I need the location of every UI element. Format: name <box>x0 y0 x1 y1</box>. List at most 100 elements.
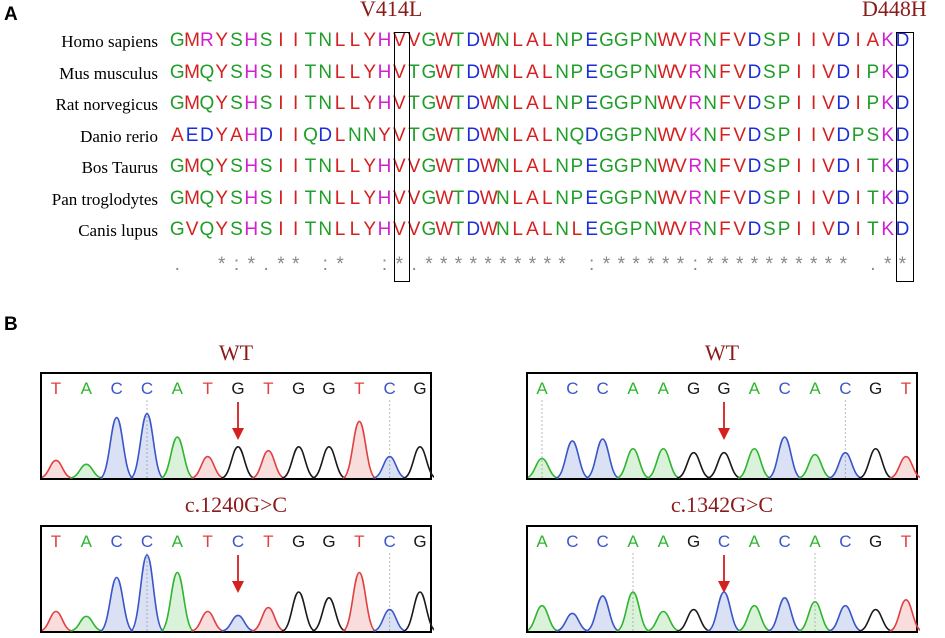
trace-peak <box>555 612 590 632</box>
trace-peak <box>402 591 434 632</box>
residue: H <box>244 219 259 240</box>
residue: P <box>629 30 643 51</box>
trace-peak <box>42 459 73 479</box>
residue: D <box>466 93 481 114</box>
conservation-mark: * <box>780 254 788 275</box>
residue: R <box>688 93 703 114</box>
residue: L <box>512 61 523 83</box>
residue: N <box>318 156 333 177</box>
residue: A <box>526 219 539 240</box>
residue: I <box>796 124 802 146</box>
residue: V <box>822 93 835 114</box>
residue: N <box>703 156 717 177</box>
residue: L <box>542 156 553 177</box>
residue: G <box>599 30 614 51</box>
base-call: G <box>717 379 730 398</box>
residue: D <box>466 187 481 209</box>
residue: N <box>555 187 569 209</box>
residue: T <box>867 187 879 209</box>
conservation-mark: * <box>617 254 625 275</box>
residue: Q <box>303 124 318 146</box>
residue: N <box>644 219 658 240</box>
residue: R <box>688 156 703 177</box>
residue: V <box>407 156 421 177</box>
mutation-arrow-icon <box>232 428 244 440</box>
residue: V <box>822 187 835 209</box>
trace-peak <box>798 453 832 479</box>
conservation-mark: * <box>425 254 433 275</box>
residue: D <box>584 124 599 146</box>
residue: V <box>822 61 835 83</box>
base-call: T <box>263 532 273 551</box>
residue: I <box>293 30 299 51</box>
residue: T <box>452 219 465 240</box>
residue: L <box>512 219 523 240</box>
trace-peak <box>372 455 407 479</box>
residue: G <box>169 219 185 240</box>
conservation-mark: * <box>469 254 477 275</box>
residue: V <box>407 219 421 240</box>
base-call: C <box>597 379 609 398</box>
residue: I <box>855 61 861 83</box>
base-call: C <box>384 532 396 551</box>
residue: M <box>184 187 200 209</box>
residue: T <box>304 93 317 114</box>
conservation-mark: : <box>692 254 698 275</box>
residue: G <box>421 93 437 114</box>
conservation-mark: * <box>217 254 226 275</box>
base-call: T <box>202 379 212 398</box>
residue: L <box>542 61 553 83</box>
trace-label-wt-2: WT <box>704 340 740 365</box>
residue: V <box>733 156 747 177</box>
residue: H <box>377 187 392 209</box>
residue: L <box>349 93 361 114</box>
residue: L <box>512 156 523 177</box>
base-call: A <box>536 379 548 398</box>
residue: V <box>822 124 835 146</box>
residue: V <box>733 61 747 83</box>
residue: H <box>377 30 392 51</box>
residue: N <box>318 219 333 240</box>
residue: G <box>421 219 437 240</box>
mutation-arrow-icon <box>232 581 244 593</box>
residue: W <box>479 61 498 83</box>
trace-peak <box>129 412 165 479</box>
residue: N <box>703 61 717 83</box>
base-call: G <box>322 532 335 551</box>
residue: S <box>762 187 776 209</box>
residue: G <box>169 156 185 177</box>
residue: G <box>421 156 437 177</box>
residue: K <box>881 156 895 177</box>
conservation-mark: : <box>322 254 328 275</box>
residue: V <box>392 219 406 240</box>
residue: G <box>169 93 185 114</box>
residue: A <box>230 124 243 146</box>
residue: L <box>512 124 523 146</box>
base-call: T <box>901 532 911 551</box>
residue: H <box>377 219 392 240</box>
residue: T <box>867 156 879 177</box>
residue: L <box>542 187 553 209</box>
trace-peak <box>221 614 255 632</box>
residue: I <box>278 124 284 146</box>
residue: I <box>293 219 299 240</box>
residue: I <box>278 156 284 177</box>
residue: N <box>555 93 569 114</box>
residue: E <box>585 219 599 240</box>
base-call: C <box>111 379 123 398</box>
residue: D <box>895 219 910 240</box>
base-call: A <box>536 532 548 551</box>
residue: V <box>674 187 687 209</box>
residue: W <box>435 30 454 51</box>
residue: S <box>762 61 776 83</box>
residue: S <box>259 61 273 83</box>
base-call: A <box>627 532 639 551</box>
conservation-mark: * <box>883 254 892 275</box>
conservation-mark: : <box>589 254 595 275</box>
trace-peak <box>889 455 920 479</box>
residue: E <box>585 30 599 51</box>
trace-peak <box>767 597 802 632</box>
residue: D <box>895 30 910 51</box>
residue: F <box>719 124 731 146</box>
trace-peak <box>767 436 802 479</box>
